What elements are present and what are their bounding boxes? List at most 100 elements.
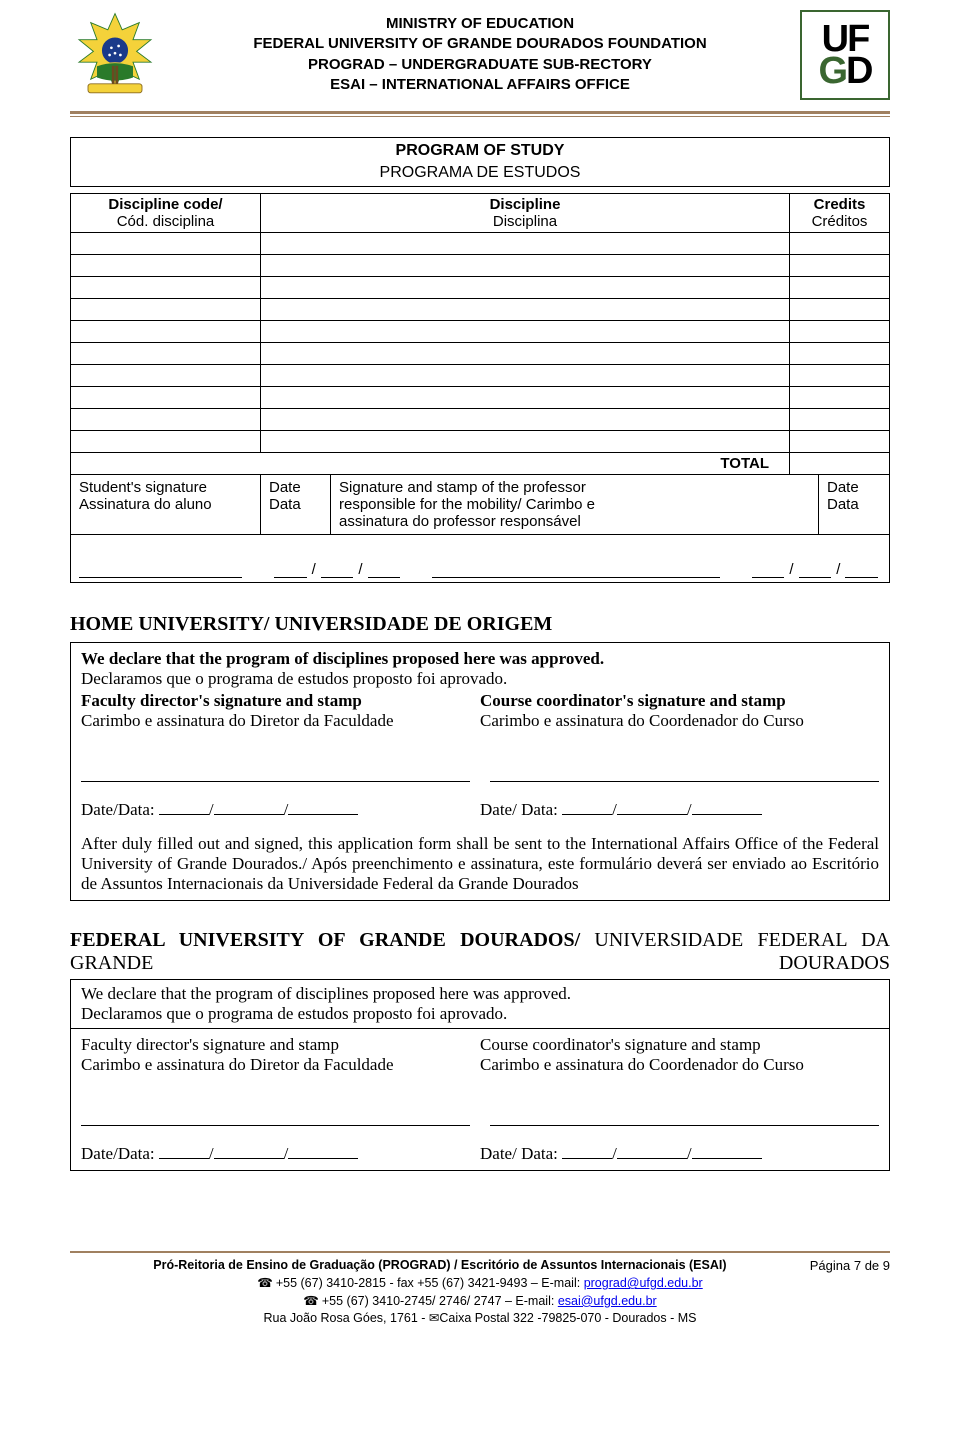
col-cred-pt: Créditos — [812, 213, 868, 230]
professor-signature-label: Signature and stamp of the professor res… — [331, 475, 819, 534]
federal-coord-sig-line[interactable] — [490, 1125, 879, 1126]
date-label-1: Date Data — [261, 475, 331, 534]
federal-university-title: FEDERAL UNIVERSITY OF GRANDE DOURADOS/ U… — [70, 929, 890, 975]
student-sig-line[interactable] — [79, 561, 242, 578]
table-row[interactable] — [71, 233, 890, 255]
federal-date-row[interactable]: Date/Data: // Date/ Data: // — [81, 1144, 879, 1164]
footer-line-4: Rua João Rosa Góes, 1761 - ✉Caixa Postal… — [70, 1310, 890, 1328]
date2-pt: Data — [827, 496, 881, 513]
federal-declare-pt: Declaramos que o programa de estudos pro… — [81, 1004, 879, 1024]
home-date1-d[interactable] — [159, 814, 209, 815]
footer-email-2[interactable]: esai@ufgd.edu.br — [558, 1294, 657, 1308]
phone-icon — [303, 1294, 322, 1308]
home-declare-pt: Declaramos que o programa de estudos pro… — [81, 669, 879, 689]
home-date2-d[interactable] — [562, 814, 612, 815]
table-row[interactable] — [71, 255, 890, 277]
federal-date2-m[interactable] — [617, 1158, 687, 1159]
home-date1-m[interactable] — [214, 814, 284, 815]
footer-line-2a: +55 (67) 3410-2815 - fax +55 (67) 3421-9… — [276, 1276, 584, 1290]
col-header-credits: Credits Créditos — [790, 194, 890, 233]
home-date1-y[interactable] — [288, 814, 358, 815]
date1-en: Date — [269, 479, 322, 496]
phone-icon — [257, 1276, 276, 1290]
home-faculty-sig-line[interactable] — [81, 781, 470, 782]
student-sig-en: Student's signature — [79, 479, 252, 496]
home-university-box: We declare that the program of disciplin… — [70, 642, 890, 901]
federal-date1-label: Date/Data: — [81, 1144, 155, 1163]
header-line-2: FEDERAL UNIVERSITY OF GRANDE DOURADOS FO… — [160, 34, 800, 54]
header-line-4: ESAI – INTERNATIONAL AFFAIRS OFFICE — [160, 75, 800, 95]
table-row[interactable] — [71, 321, 890, 343]
federal-date1-y[interactable] — [288, 1158, 358, 1159]
table-row[interactable] — [71, 299, 890, 321]
table-row[interactable] — [71, 365, 890, 387]
table-header-row: Discipline code/ Cód. disciplina Discipl… — [71, 194, 890, 233]
footer-line-3: +55 (67) 3410-2745/ 2746/ 2747 – E-mail:… — [70, 1293, 890, 1311]
date1-pt: Data — [269, 496, 322, 513]
student-sig-pt: Assinatura do aluno — [79, 496, 252, 513]
col-cred-en: Credits — [814, 196, 866, 213]
table-row[interactable] — [71, 431, 890, 453]
program-of-study-box: PROGRAM OF STUDY PROGRAMA DE ESTUDOS — [70, 137, 890, 187]
date-label-2: Date Data — [819, 475, 889, 534]
federal-coord-pt: Carimbo e assinatura do Coordenador do C… — [480, 1055, 879, 1075]
federal-date1-d[interactable] — [159, 1158, 209, 1159]
signature-lines-row[interactable]: // // — [70, 535, 890, 583]
header: MINISTRY OF EDUCATION FEDERAL UNIVERSITY… — [70, 10, 890, 105]
date1-d[interactable] — [274, 561, 307, 578]
date1-y[interactable] — [368, 561, 401, 578]
home-coord-sig-line[interactable] — [490, 781, 879, 782]
home-faculty-en: Faculty director's signature and stamp — [81, 691, 480, 711]
table-row[interactable] — [71, 387, 890, 409]
header-rule — [70, 111, 890, 117]
home-coord-en: Course coordinator's signature and stamp — [480, 691, 879, 711]
program-title: PROGRAM OF STUDY — [71, 138, 889, 164]
federal-date2-d[interactable] — [562, 1158, 612, 1159]
home-date2-m[interactable] — [617, 814, 687, 815]
footer-email-1[interactable]: prograd@ufgd.edu.br — [584, 1276, 703, 1290]
footer-line-3a: +55 (67) 3410-2745/ 2746/ 2747 – E-mail: — [322, 1294, 558, 1308]
home-after-text: After duly filled out and signed, this a… — [81, 834, 879, 894]
federal-sig-lines[interactable] — [81, 1125, 879, 1126]
federal-faculty-sig-line[interactable] — [81, 1125, 470, 1126]
total-row: TOTAL — [71, 453, 890, 475]
col-header-code: Discipline code/ Cód. disciplina — [71, 194, 261, 233]
page-number: Página 7 de 9 — [810, 1257, 890, 1275]
home-faculty-pt: Carimbo e assinatura do Diretor da Facul… — [81, 711, 480, 731]
home-date2-y[interactable] — [692, 814, 762, 815]
date2-d[interactable] — [752, 561, 785, 578]
federal-declare-en: We declare that the program of disciplin… — [81, 984, 879, 1004]
footer-line-2: +55 (67) 3410-2815 - fax +55 (67) 3421-9… — [70, 1275, 890, 1293]
date1-m[interactable] — [321, 561, 354, 578]
home-date-row[interactable]: Date/Data: // Date/ Data: // — [81, 800, 879, 820]
table-row[interactable] — [71, 409, 890, 431]
student-signature-label: Student's signature Assinatura do aluno — [71, 475, 261, 534]
table-row[interactable] — [71, 343, 890, 365]
federal-sig-row: Faculty director's signature and stamp C… — [71, 1029, 889, 1170]
header-text: MINISTRY OF EDUCATION FEDERAL UNIVERSITY… — [160, 10, 800, 95]
federal-date1-m[interactable] — [214, 1158, 284, 1159]
col-code-pt: Cód. disciplina — [117, 213, 215, 230]
footer: Pró-Reitoria de Ensino de Graduação (PRO… — [70, 1257, 890, 1328]
federal-title-bold: FEDERAL UNIVERSITY OF GRANDE DOURADOS/ — [70, 929, 580, 951]
home-sig-labels: Faculty director's signature and stamp C… — [81, 691, 879, 731]
federal-coord-en: Course coordinator's signature and stamp — [480, 1035, 879, 1055]
federal-date2-label: Date/ Data: — [480, 1144, 558, 1163]
federal-date2-y[interactable] — [692, 1158, 762, 1159]
header-line-3: PROGRAD – UNDERGRADUATE SUB-RECTORY — [160, 55, 800, 75]
home-date1-label: Date/Data: — [81, 800, 155, 819]
date2-y[interactable] — [845, 561, 878, 578]
date2-m[interactable] — [799, 561, 832, 578]
federal-faculty-pt: Carimbo e assinatura do Diretor da Facul… — [81, 1055, 480, 1075]
home-sig-lines[interactable] — [81, 781, 879, 782]
home-university-title: HOME UNIVERSITY/ UNIVERSIDADE DE ORIGEM — [70, 613, 890, 636]
table-row[interactable] — [71, 277, 890, 299]
prof-l2: responsible for the mobility/ Carimbo e — [339, 496, 810, 513]
total-value — [790, 453, 890, 475]
home-coord-pt: Carimbo e assinatura do Coordenador do C… — [480, 711, 879, 731]
program-subtitle: PROGRAMA DE ESTUDOS — [71, 164, 889, 186]
footer-line-1: Pró-Reitoria de Ensino de Graduação (PRO… — [70, 1257, 810, 1275]
discipline-table: Discipline code/ Cód. disciplina Discipl… — [70, 193, 890, 475]
federal-declare-row: We declare that the program of disciplin… — [71, 980, 889, 1029]
prof-sig-line[interactable] — [432, 561, 720, 578]
